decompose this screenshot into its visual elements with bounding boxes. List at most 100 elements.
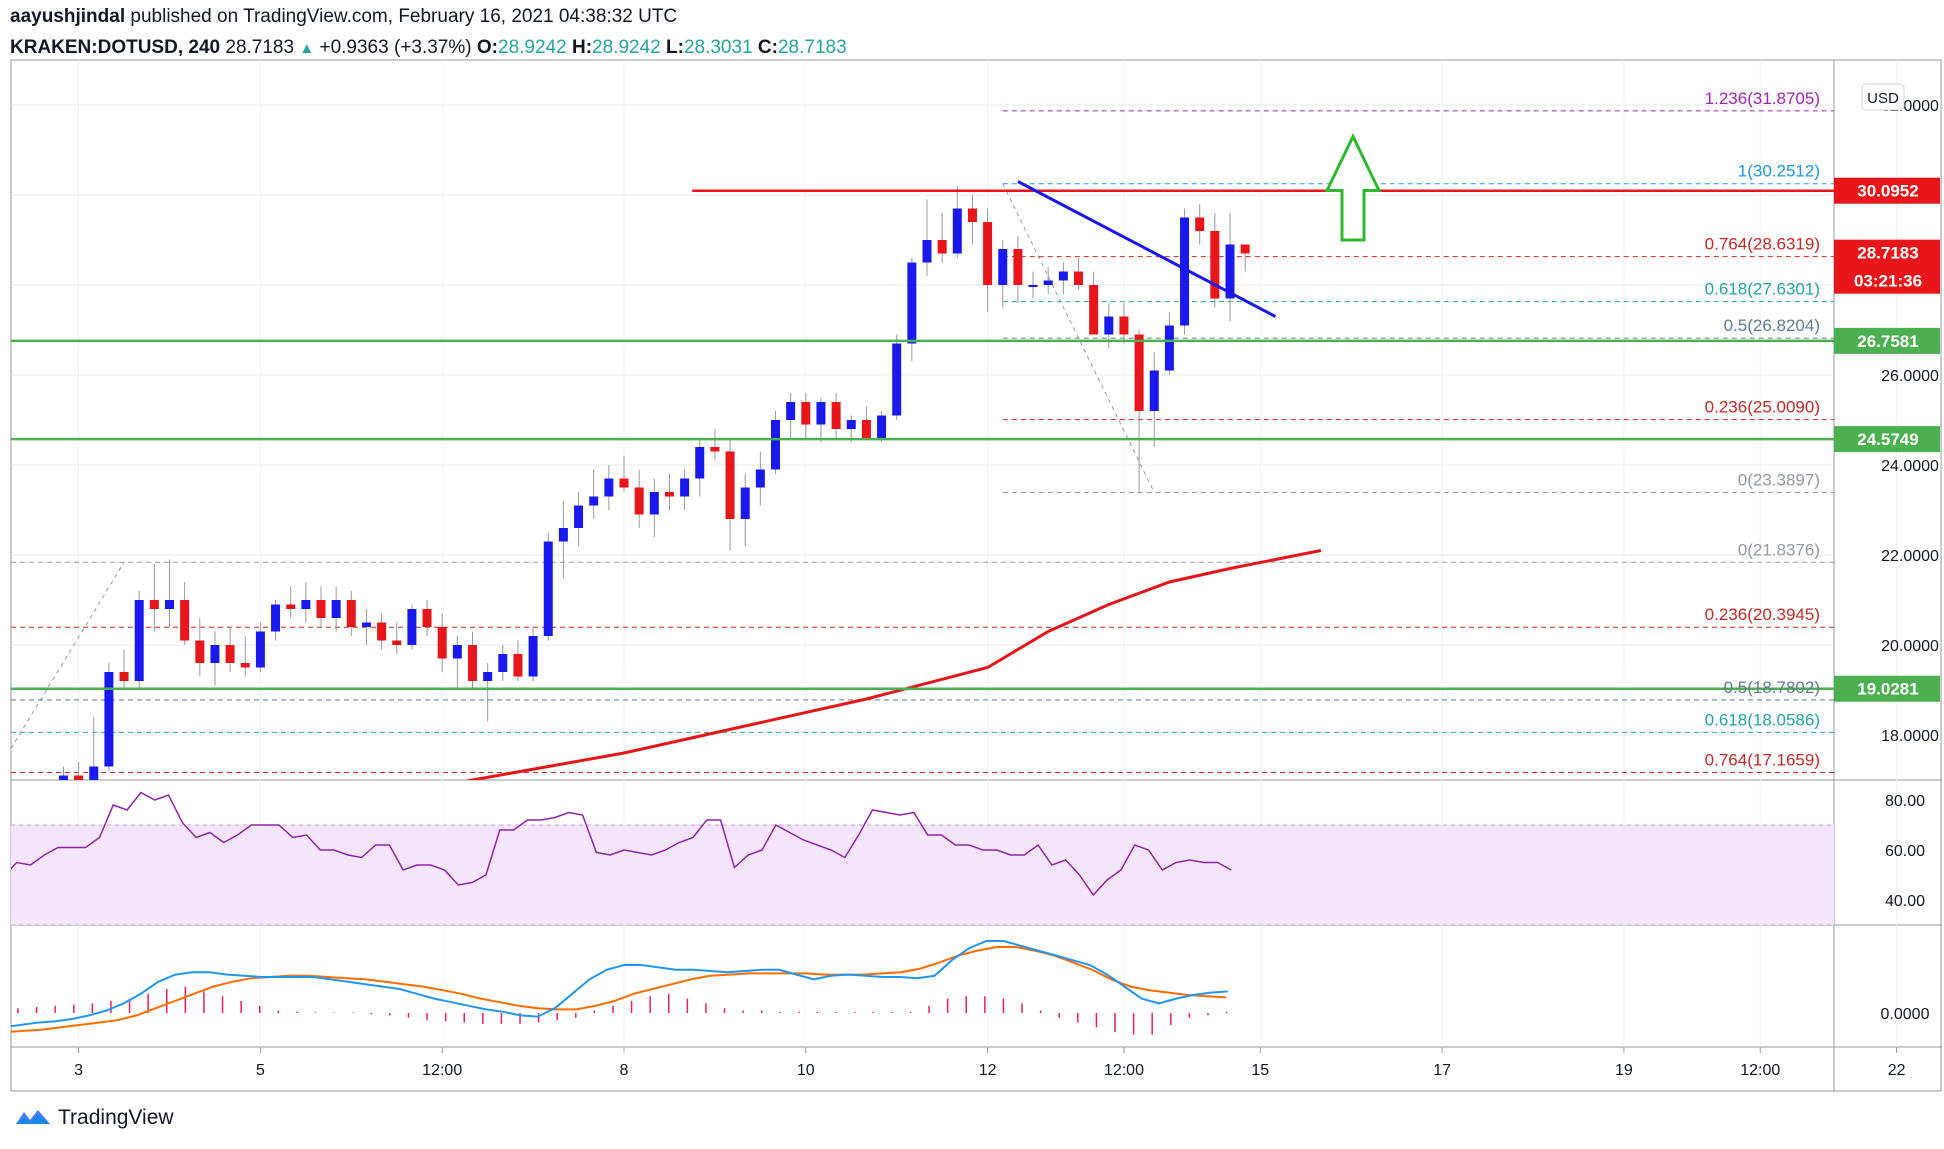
open-value: 28.9242 (498, 37, 567, 58)
time-tick-label: 10 (797, 1062, 815, 1079)
candle-body (816, 402, 826, 425)
price-tick-label: 26.0000 (1881, 368, 1939, 385)
candle-body (195, 640, 205, 663)
candle-body (831, 402, 841, 429)
candle-body (89, 766, 99, 780)
price-tick-label: 22.0000 (1881, 548, 1939, 565)
candle-body (58, 775, 68, 780)
candle-body (604, 478, 614, 497)
candle-body (331, 600, 341, 618)
candle-body (998, 249, 1008, 285)
close-label: C: (757, 37, 778, 58)
time-tick-label: 12:00 (422, 1062, 462, 1079)
candle-body (210, 645, 220, 663)
rsi-tick-label: 80.00 (1885, 793, 1925, 810)
candle-body (1180, 217, 1190, 326)
rsi-tick-label: 60.00 (1885, 843, 1925, 860)
time-tick-label: 12:00 (1104, 1062, 1144, 1079)
publish-line: aayushjindal published on TradingView.co… (10, 6, 677, 28)
rsi-line (11, 791, 1232, 897)
candle-body (771, 420, 780, 470)
rsi-band (11, 825, 1834, 925)
rsi-tick-label: 40.00 (1885, 893, 1925, 910)
macd-line (11, 940, 1228, 1028)
fib-label: 0.764(17.1659) (1705, 751, 1820, 770)
current-price-tag (1834, 239, 1940, 294)
candle-body (558, 528, 568, 542)
candle-body (149, 600, 159, 609)
fib-label: 0(21.8376) (1738, 540, 1820, 559)
author-name[interactable]: aayushjindal (10, 6, 126, 27)
candle-body (180, 600, 190, 641)
candle-body (286, 604, 296, 609)
up-arrow-icon (1324, 133, 1382, 242)
time-tick-label: 8 (620, 1062, 629, 1079)
candle-body (483, 672, 493, 681)
candle-body (1149, 370, 1159, 411)
time-tick-label: 22 (1888, 1062, 1906, 1079)
time-tick-label: 12:00 (1740, 1062, 1780, 1079)
candle-body (528, 636, 538, 677)
last-price: 28.7183 (225, 37, 295, 58)
candle-body (695, 447, 705, 479)
candle-body (846, 420, 856, 429)
candle-body (801, 402, 811, 425)
trendline (1017, 180, 1277, 318)
candle-body (1164, 325, 1174, 371)
open-label: O: (476, 37, 498, 58)
chart-frame (10, 59, 1942, 1092)
price-tick-label: 18.0000 (1881, 728, 1939, 745)
candle-body (1195, 217, 1205, 231)
candle-body (755, 469, 765, 488)
time-tick-label: 12 (979, 1062, 997, 1079)
rsi-pane (11, 791, 1834, 925)
candle-body (361, 622, 371, 627)
candle-body (861, 420, 871, 438)
candle-body (952, 208, 962, 254)
candle-body (589, 496, 599, 506)
candle-body (1028, 285, 1038, 287)
price-tag-label: 19.0281 (1857, 680, 1918, 699)
candle-body (392, 640, 402, 645)
candle-body (710, 447, 720, 452)
candle-body (1104, 316, 1114, 335)
tradingview-logo-icon (16, 1110, 50, 1124)
price-tag (1834, 426, 1940, 453)
candle-body (44, 789, 53, 798)
candle-body (422, 609, 432, 627)
candle-body (74, 775, 84, 780)
current-price-label: 28.7183 (1857, 244, 1918, 263)
candle-body (725, 451, 735, 519)
low-value: 28.3031 (683, 37, 753, 58)
candle-body (892, 343, 902, 416)
candle-body (271, 604, 281, 632)
up-triangle-icon: ▲ (299, 40, 315, 57)
time-tick-label: 5 (256, 1062, 265, 1079)
low-label: L: (666, 37, 684, 58)
price-tag-label: 24.5749 (1857, 430, 1918, 449)
macd-tick-label: 0.0000 (1881, 1006, 1930, 1023)
candle-body (543, 541, 553, 636)
fib-label: 0.5(26.8204) (1724, 316, 1820, 335)
candle-body (967, 208, 977, 222)
candle-body (407, 609, 417, 645)
fib-label: 0.618(18.0586) (1705, 710, 1820, 729)
candle-body (1043, 280, 1053, 285)
candle-body (1210, 231, 1220, 299)
candle-countdown: 03:21:36 (1854, 272, 1922, 291)
tradingview-footer[interactable]: TradingView (14, 1106, 174, 1130)
candle-body (937, 240, 947, 254)
candle-body (680, 478, 690, 497)
candle-body (346, 600, 356, 627)
candle-body (1013, 249, 1023, 285)
candle-body (907, 262, 917, 344)
time-tick-label: 17 (1433, 1062, 1451, 1079)
macd-signal-line (11, 946, 1227, 1033)
candle-body (29, 798, 38, 807)
fib-label: 1.236(31.8705) (1705, 89, 1820, 108)
candle-body (437, 627, 447, 659)
symbol-name[interactable]: KRAKEN:DOTUSD, 240 (10, 37, 221, 58)
candle-body (786, 402, 796, 420)
fib-label: 0.236(20.3945) (1705, 605, 1820, 624)
